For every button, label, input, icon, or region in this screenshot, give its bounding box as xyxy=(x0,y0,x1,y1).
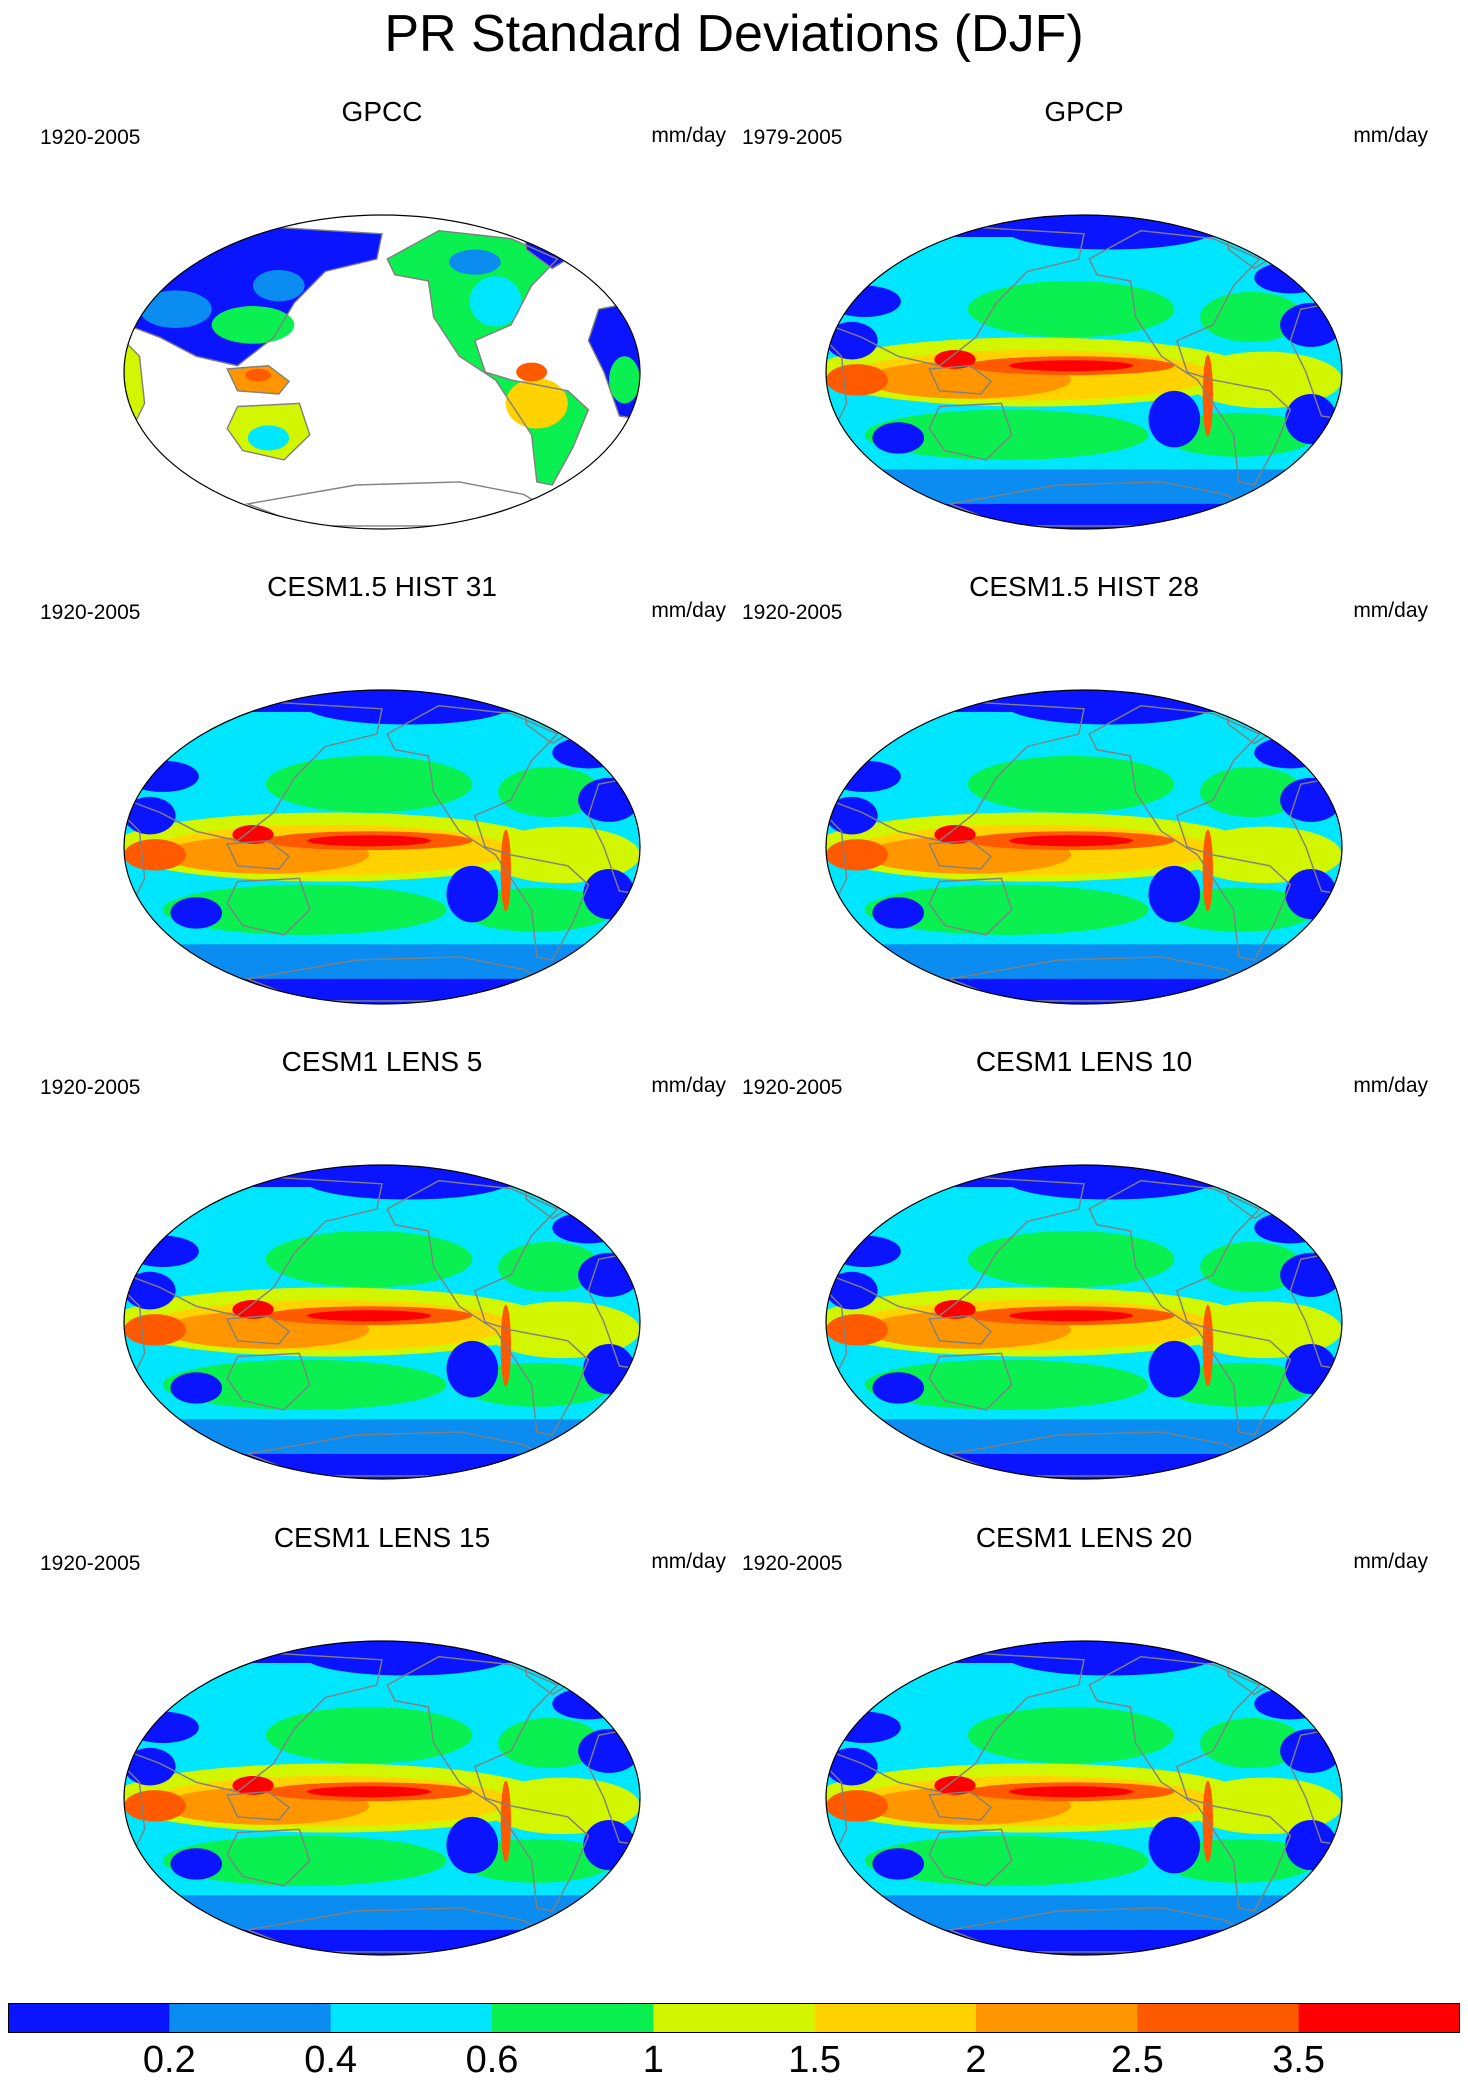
colorbar-tick-label: 2 xyxy=(965,2039,987,2081)
map-panel: CESM1 LENS 15 1920-2005 mm/day xyxy=(30,1521,734,1995)
colorbar-swatch xyxy=(976,2003,1138,2033)
units-label: mm/day xyxy=(1353,1074,1428,1097)
period-label: 1920-2005 xyxy=(40,1076,141,1099)
colorbar-tick-label: 0.2 xyxy=(142,2039,196,2081)
period-label: 1979-2005 xyxy=(742,126,843,149)
colorbar-tick-label: 1 xyxy=(642,2039,664,2081)
colorbar-swatch xyxy=(814,2003,977,2033)
map-panel: CESM1.5 HIST 31 1920-2005 mm/day xyxy=(30,570,734,1044)
panel-title: GPCP xyxy=(1044,96,1124,127)
period-label: 1920-2005 xyxy=(742,1552,843,1575)
world-map xyxy=(123,1164,641,1480)
period-label: 1920-2005 xyxy=(742,601,843,624)
period-label: 1920-2005 xyxy=(40,601,141,624)
map-panel: GPCP 1979-2005 mm/day xyxy=(732,95,1436,569)
world-map xyxy=(825,214,1343,530)
units-label: mm/day xyxy=(1353,599,1428,622)
units-label: mm/day xyxy=(651,599,726,622)
colorbar-swatch xyxy=(8,2003,170,2033)
colorbar xyxy=(8,2003,1460,2033)
period-label: 1920-2005 xyxy=(40,126,141,149)
panel-title: CESM1.5 HIST 31 xyxy=(267,571,497,602)
colorbar-swatch xyxy=(330,2003,493,2033)
colorbar-tick-label: 0.6 xyxy=(465,2039,519,2081)
world-map xyxy=(825,1640,1343,1956)
colorbar-swatch xyxy=(169,2003,332,2033)
period-label: 1920-2005 xyxy=(742,1076,843,1099)
map-panel: CESM1 LENS 5 1920-2005 mm/day xyxy=(30,1045,734,1519)
panel-title: CESM1 LENS 10 xyxy=(975,1046,1193,1077)
world-map xyxy=(825,689,1343,1005)
world-map xyxy=(123,689,641,1005)
units-label: mm/day xyxy=(1353,1550,1428,1573)
colorbar-tick-label: 2.5 xyxy=(1110,2039,1164,2081)
panel-title: CESM1 LENS 5 xyxy=(281,1046,483,1077)
world-map xyxy=(825,1164,1343,1480)
panel-title: GPCC xyxy=(341,96,423,127)
world-map xyxy=(123,1640,641,1956)
map-panel: CESM1.5 HIST 28 1920-2005 mm/day xyxy=(732,570,1436,1044)
panel-title: CESM1 LENS 15 xyxy=(273,1522,491,1553)
units-label: mm/day xyxy=(1353,124,1428,147)
colorbar-swatch xyxy=(492,2003,654,2033)
period-label: 1920-2005 xyxy=(40,1552,141,1575)
units-label: mm/day xyxy=(651,1074,726,1097)
colorbar-swatch xyxy=(653,2003,816,2033)
colorbar-tick-label: 0.4 xyxy=(304,2039,358,2081)
colorbar-swatch xyxy=(1298,2003,1460,2033)
world-map xyxy=(123,214,641,530)
figure-title: PR Standard Deviations (DJF) xyxy=(384,5,1084,63)
colorbar-swatch xyxy=(1137,2003,1300,2033)
units-label: mm/day xyxy=(651,1550,726,1573)
map-panel: GPCC 1920-2005 mm/day xyxy=(30,95,734,569)
colorbar-tick-label: 3.5 xyxy=(1272,2039,1326,2081)
map-panel: CESM1 LENS 20 1920-2005 mm/day xyxy=(732,1521,1436,1995)
map-panel: CESM1 LENS 10 1920-2005 mm/day xyxy=(732,1045,1436,1519)
panel-title: CESM1 LENS 20 xyxy=(975,1522,1193,1553)
colorbar-tick-label: 1.5 xyxy=(788,2039,842,2081)
units-label: mm/day xyxy=(651,124,726,147)
panel-title: CESM1.5 HIST 28 xyxy=(969,571,1199,602)
